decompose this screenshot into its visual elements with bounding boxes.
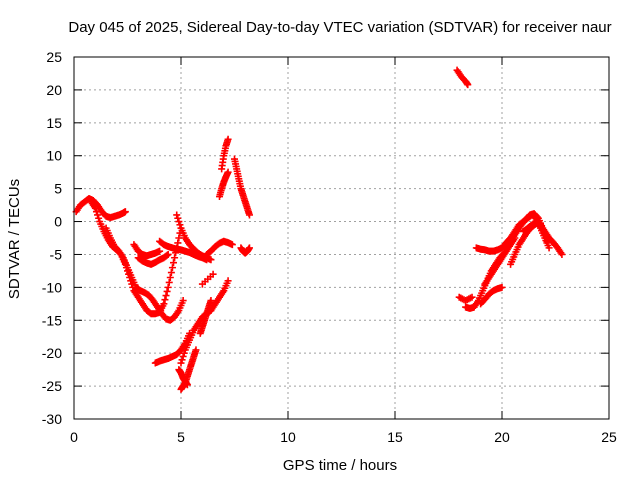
data-point	[162, 292, 170, 300]
data-point	[224, 168, 232, 176]
plot-frame	[73, 56, 610, 420]
data-point	[464, 81, 472, 89]
series-arc-14	[196, 297, 215, 337]
x-tick-label: 10	[280, 429, 296, 445]
series-arc-15	[207, 277, 232, 314]
data-point	[175, 234, 183, 242]
data-point	[468, 293, 476, 301]
data-point	[176, 221, 184, 229]
y-tick-label: -5	[50, 246, 63, 262]
data-point	[94, 211, 102, 219]
series-arc-8	[203, 237, 236, 258]
grid-lines	[74, 57, 609, 419]
y-tick-label: 0	[54, 214, 62, 230]
series-arc-13	[175, 366, 191, 389]
y-tick-label: 5	[54, 181, 62, 197]
data-point	[178, 356, 186, 364]
series-arc-6	[134, 250, 172, 268]
y-axis-label: SDTVAR / TECUs	[6, 179, 23, 299]
series-arc-20	[453, 66, 472, 89]
data-point	[165, 278, 173, 286]
data-point	[511, 234, 519, 242]
data-point	[245, 244, 253, 252]
chart-title: Day 045 of 2025, Sidereal Day-to-day VTE…	[68, 19, 611, 36]
x-tick-label: 20	[494, 429, 510, 445]
data-point	[545, 244, 553, 252]
data-point	[92, 208, 100, 216]
data-point	[164, 283, 172, 291]
data-points	[72, 66, 566, 393]
series-arc-23	[455, 293, 476, 305]
x-axis-label: GPS time / hours	[283, 457, 397, 474]
data-point	[91, 204, 99, 212]
data-point	[160, 300, 168, 308]
y-tick-label: -20	[42, 345, 62, 361]
data-point	[167, 269, 175, 277]
data-point	[498, 283, 506, 291]
data-point	[179, 297, 187, 305]
data-point	[161, 296, 169, 304]
x-tick-label: 0	[70, 429, 78, 445]
data-point	[174, 239, 182, 247]
data-point	[156, 247, 164, 255]
series-arc-18	[216, 168, 232, 201]
series-arc-25	[481, 234, 519, 288]
data-point	[558, 250, 566, 258]
data-point	[183, 381, 191, 389]
data-point	[224, 277, 232, 285]
series-arc-3	[102, 224, 187, 324]
data-point	[177, 359, 185, 367]
y-tick-label: 25	[46, 49, 62, 65]
data-point	[175, 218, 183, 226]
data-point	[209, 270, 217, 278]
y-tick-label: 20	[46, 82, 62, 98]
y-tick-label: 10	[46, 148, 62, 164]
series-arc-5	[130, 241, 164, 260]
x-tick-label: 15	[387, 429, 403, 445]
series-arc-21	[472, 211, 566, 258]
data-point	[163, 251, 171, 259]
data-point	[166, 273, 174, 281]
x-tick-label: 5	[177, 429, 185, 445]
data-point	[245, 211, 253, 219]
data-point	[192, 346, 200, 354]
data-point	[164, 250, 172, 258]
data-point	[207, 297, 215, 305]
data-point	[533, 213, 541, 221]
x-tick-labels: 0 5 10 15 20 25	[70, 429, 617, 445]
data-point	[228, 241, 236, 249]
data-point	[171, 254, 179, 262]
series-arc-10	[151, 329, 194, 367]
series-arc-24	[477, 283, 506, 308]
axis-ticks	[73, 56, 610, 420]
series-arc-19	[231, 155, 253, 219]
series-arc-16	[198, 270, 217, 288]
data-point	[168, 264, 176, 272]
data-point	[121, 208, 129, 216]
data-point	[173, 211, 181, 219]
data-point	[163, 287, 171, 295]
data-point	[180, 349, 188, 357]
y-tick-labels: -30 -25 -20 -15 -10 -5 0 5 10 15 20 25	[42, 49, 62, 427]
data-point	[224, 135, 232, 143]
data-point	[179, 352, 187, 360]
series-arc-27	[519, 218, 553, 252]
series-arc-9	[237, 244, 253, 257]
data-point	[174, 214, 182, 222]
y-tick-label: -25	[42, 378, 62, 394]
series-arc-1	[72, 195, 129, 222]
series-arc-17	[218, 135, 232, 173]
data-point	[95, 214, 103, 222]
y-tick-label: 15	[46, 115, 62, 131]
y-tick-label: -30	[42, 411, 62, 427]
data-point	[170, 259, 178, 267]
y-tick-label: -15	[42, 312, 62, 328]
y-tick-label: -10	[42, 279, 62, 295]
x-tick-label: 25	[601, 429, 617, 445]
